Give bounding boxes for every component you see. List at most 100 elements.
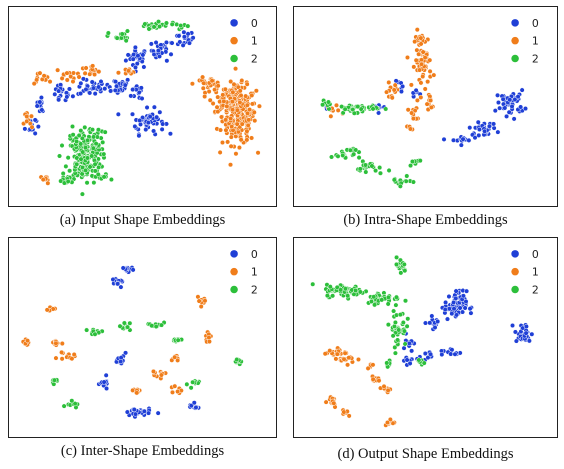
point: [454, 312, 460, 318]
point: [108, 177, 114, 183]
point: [172, 383, 178, 389]
point: [408, 163, 414, 169]
point: [25, 338, 31, 344]
point: [345, 293, 351, 299]
point: [518, 104, 524, 110]
point: [404, 173, 410, 179]
point: [234, 121, 240, 127]
series-2: [50, 320, 244, 410]
legend: 0 1 2: [230, 248, 258, 296]
point: [147, 114, 153, 120]
point: [70, 79, 76, 85]
legend-marker-1: [230, 267, 238, 276]
point: [392, 82, 398, 88]
point: [245, 110, 251, 116]
point: [428, 351, 434, 357]
point: [101, 379, 107, 385]
point: [420, 73, 426, 80]
point: [191, 400, 197, 406]
point: [96, 69, 102, 75]
point: [512, 96, 518, 102]
point: [215, 94, 221, 100]
point: [460, 293, 466, 299]
point: [127, 320, 133, 326]
point: [491, 121, 497, 127]
point: [507, 97, 513, 103]
point: [227, 162, 234, 168]
point: [141, 408, 147, 414]
point: [125, 52, 131, 58]
point: [169, 357, 175, 363]
point: [115, 281, 121, 287]
point: [230, 107, 236, 113]
legend-marker-2: [230, 54, 238, 63]
point: [385, 322, 391, 328]
point: [425, 79, 431, 85]
point: [66, 86, 72, 92]
point: [428, 104, 434, 110]
point: [392, 350, 398, 356]
point: [186, 40, 192, 46]
point: [151, 51, 157, 57]
scatter-plot-d: 0 1 2: [310, 248, 539, 428]
point: [164, 58, 170, 64]
point: [238, 92, 244, 98]
point: [391, 177, 397, 183]
point: [472, 135, 478, 141]
caption-d: (d) Output Shape Embeddings: [337, 446, 514, 462]
point: [158, 322, 165, 328]
point: [134, 390, 140, 396]
point: [401, 328, 407, 334]
point: [150, 368, 157, 374]
series-1: [322, 345, 397, 428]
point: [83, 145, 89, 151]
point: [112, 87, 118, 93]
point: [511, 116, 517, 122]
point: [408, 82, 414, 88]
series-0: [398, 288, 535, 368]
point: [327, 284, 333, 290]
point: [53, 340, 59, 346]
point: [142, 21, 148, 27]
point: [155, 410, 161, 416]
point: [128, 93, 134, 99]
point: [102, 129, 108, 135]
point: [396, 327, 402, 333]
point: [74, 155, 80, 161]
legend-label-2: 2: [532, 52, 539, 65]
point: [357, 289, 363, 295]
point: [95, 171, 101, 177]
point: [510, 322, 516, 329]
point: [452, 351, 458, 357]
point: [189, 81, 195, 87]
point: [206, 339, 212, 345]
point: [249, 135, 255, 141]
point: [158, 372, 164, 378]
point: [104, 385, 110, 392]
point: [384, 89, 390, 95]
point: [59, 356, 65, 362]
point: [44, 307, 50, 313]
point: [90, 63, 96, 69]
point: [61, 403, 67, 409]
point: [34, 77, 40, 83]
point: [167, 131, 173, 137]
point: [29, 124, 35, 130]
point: [100, 139, 106, 145]
point: [491, 125, 497, 131]
point: [115, 70, 121, 76]
point: [68, 73, 74, 80]
point: [160, 121, 166, 127]
point: [393, 294, 400, 300]
point: [91, 180, 97, 186]
point: [422, 320, 429, 326]
point: [431, 72, 437, 78]
point: [529, 331, 535, 337]
point: [76, 132, 82, 139]
point: [175, 357, 181, 363]
point: [400, 83, 406, 89]
point: [345, 362, 351, 368]
point: [122, 82, 128, 88]
point: [59, 142, 65, 149]
point: [219, 140, 226, 146]
